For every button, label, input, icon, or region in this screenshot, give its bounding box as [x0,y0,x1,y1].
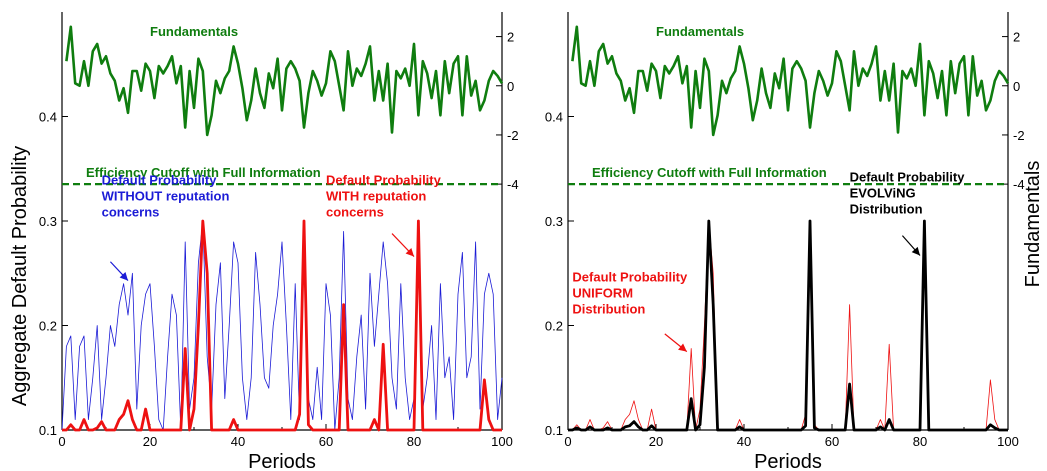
y-axis-label-left: Aggregate Default Probability [9,146,31,406]
x-tick-label: 40 [231,434,245,449]
annotation-arrowhead [911,246,920,256]
right-panel: 0 20 40 60 80 100Periods0.10.20.30.420-2-4Eff… [545,12,1025,471]
fundamentals-label: Fundamentals [150,24,238,39]
annotation-label: Default Probability UNIFORM Distribution [572,270,688,317]
series-line-default-probability [568,220,1008,431]
x-tick-label: 60 [825,434,839,449]
y2-tick-label: -2 [1013,128,1025,143]
x-tick-label: 60 [319,434,333,449]
y2-tick-label: 2 [507,30,514,45]
annotation-line: concerns [102,204,160,219]
annotation-label: Default Probability WITH reputation concer… [326,172,442,219]
annotation-arrowhead [678,343,687,352]
annotation-line: Default Probability [850,169,966,184]
annotation-line: WITH reputation [326,188,426,203]
series-line-default-probability [568,219,1008,432]
y-tick-label: 0.4 [545,110,563,125]
annotation-line: Default Probability [102,172,218,187]
annotation-line: concerns [326,204,384,219]
x-tick-label: 80 [913,434,927,449]
annotation-line: EVOLViNG [850,185,916,200]
x-tick-label: 0 [58,434,65,449]
x-axis-label: Periods [248,451,316,471]
x-axis-label: Periods [754,451,822,471]
y-tick-label: 0.1 [545,423,563,438]
y-tick-label: 0.2 [545,319,563,334]
annotation-line: WITHOUT reputation [102,188,230,203]
left-panel: 0 20 40 60 80 100Periods0.10.20.30.420-2-4Eff… [39,12,519,471]
fundamentals-label: Fundamentals [656,24,744,39]
x-tick-label: 0 [564,434,571,449]
y2-tick-label: -4 [507,177,519,192]
y2-tick-label: -2 [507,128,519,143]
y-tick-label: 0.3 [39,214,57,229]
y-axis-label-right: Fundamentals [1022,161,1044,288]
annotation-line: UNIFORM [572,286,633,301]
y2-tick-label: 2 [1013,30,1020,45]
x-tick-label: 20 [649,434,663,449]
series-line-fundamentals [65,25,504,137]
annotation-arrowhead [405,247,414,257]
y2-tick-label: 0 [507,79,514,94]
efficiency-cutoff-label: Efficiency Cutoff with Full Information [592,165,827,180]
x-tick-label: 100 [997,434,1019,449]
series-line-default-probability [62,219,502,432]
annotation-line: Distribution [850,201,923,216]
y-tick-label: 0.3 [545,214,563,229]
annotation-line: Default Probability [572,270,688,285]
y-tick-label: 0.2 [39,319,57,334]
y-tick-label: 0.4 [39,110,57,125]
annotation-arrowhead [119,271,128,281]
series-line-fundamentals [571,25,1010,137]
efficiency-cutoff-label: Efficiency Cutoff with Full Information [86,165,321,180]
y2-tick-label: -4 [1013,177,1025,192]
x-tick-label: 100 [491,434,513,449]
annotation-line: Default Probability [326,172,442,187]
annotation-label: Default Probability EVOLViNG Distribution [850,169,966,216]
x-tick-label: 40 [737,434,751,449]
series-line-default-probability [61,220,503,431]
y2-tick-label: 0 [1013,79,1020,94]
annotation-label: Default Probability WITHOUT reputation con… [102,172,230,219]
x-tick-label: 20 [143,434,157,449]
y-tick-label: 0.1 [39,423,57,438]
x-tick-label: 80 [407,434,421,449]
annotation-line: Distribution [572,302,645,317]
